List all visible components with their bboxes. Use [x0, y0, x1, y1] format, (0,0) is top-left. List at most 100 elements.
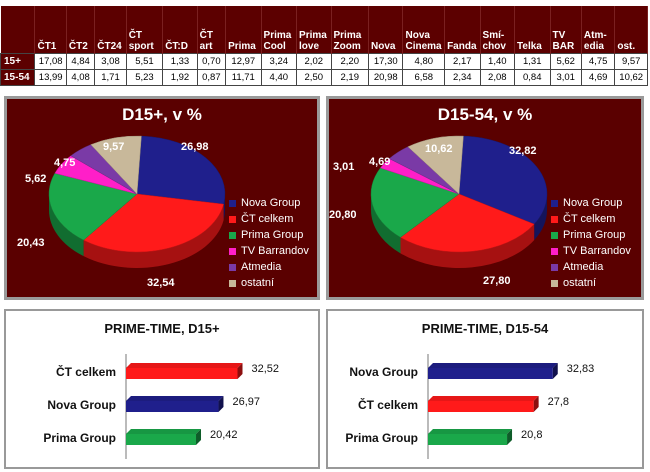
bar — [428, 434, 508, 445]
pie-slice — [90, 135, 142, 195]
legend-label: TV Barrandov — [563, 245, 631, 257]
pie-value-label: 9,57 — [103, 141, 125, 153]
column-header: ČT:D — [162, 6, 198, 53]
bar-category-label: Prima Group — [43, 431, 116, 445]
pie-slice — [458, 135, 548, 225]
legend-item: Nova Group — [551, 195, 631, 211]
pie-slice — [400, 193, 535, 253]
table-cell: 5,51 — [125, 52, 164, 70]
pie-title: D15+, v % — [122, 105, 202, 124]
pie-value-label: 20,43 — [17, 237, 45, 249]
column-header: Nova — [368, 6, 404, 53]
legend-swatch — [229, 231, 236, 239]
bar-side-face — [196, 429, 202, 445]
table-cell: 6,58 — [402, 68, 446, 86]
pie-value-label: 26,98 — [181, 141, 209, 153]
column-header: ČT sport — [126, 6, 164, 53]
bar — [428, 368, 553, 379]
pie-slice-side — [534, 194, 547, 241]
table-cell: 20,98 — [368, 68, 404, 86]
bar-category-label: Prima Group — [345, 431, 418, 445]
table-cell: 1,40 — [479, 52, 516, 70]
bar-top-face — [126, 429, 202, 434]
bar-category-label: ČT celkem — [55, 365, 116, 379]
column-header: Fanda — [444, 6, 481, 53]
table-cell: 0,87 — [196, 68, 227, 86]
legend-swatch — [229, 215, 236, 223]
table-cell: 3,08 — [94, 52, 127, 70]
pie-slice — [370, 167, 460, 238]
legend-item: Prima Group — [229, 227, 309, 243]
legend-label: ostatní — [241, 277, 275, 289]
bar-value-label: 20,8 — [521, 429, 543, 441]
table-cell: 1,92 — [162, 68, 198, 86]
bar-category-label: Nova Group — [349, 365, 418, 379]
column-header: Telka — [514, 6, 551, 53]
column-header: ČT art — [197, 6, 227, 53]
pie-slice — [407, 135, 464, 195]
table-body: 15+ 17,08 4,84 3,08 5,51 1,33 0,70 12,97 3,24 2,0… — [0, 52, 648, 86]
legend-item: ČT celkem — [229, 211, 309, 227]
pie-slice — [48, 172, 138, 241]
table-header-row: ČT1 ČT2 ČT24 ČT sport ČT:D ČT art Prima Prima C… — [0, 6, 648, 53]
legend-label: TV Barrandov — [241, 245, 309, 257]
legend-item: Nova Group — [229, 195, 309, 211]
bar-value-label: 32,83 — [566, 363, 595, 375]
column-header: ost. — [614, 6, 648, 53]
bar-top-face — [126, 396, 224, 401]
table-cell: 0,84 — [514, 68, 551, 86]
legend-label: Nova Group — [563, 197, 623, 209]
legend-label: Atmedia — [241, 261, 282, 273]
legend-swatch — [229, 263, 236, 271]
pie-value-label: 5,62 — [25, 173, 47, 185]
table-cell: 1,33 — [162, 52, 198, 70]
pie-title: D15-54, v % — [437, 105, 533, 124]
column-header: ČT2 — [66, 6, 96, 53]
table-cell: 4,75 — [580, 52, 616, 70]
table-cell: 1,71 — [94, 68, 127, 86]
bar-side-face — [237, 363, 243, 379]
legend-swatch — [229, 247, 236, 255]
bar-top-face — [428, 429, 513, 434]
legend-label: Prima Group — [241, 229, 304, 241]
table-cell: 5,62 — [549, 52, 582, 70]
legend-label: Nova Group — [241, 197, 301, 209]
bar-side-face — [552, 363, 558, 379]
legend-item: Prima Group — [551, 227, 631, 243]
column-header: TV BAR — [550, 6, 582, 53]
table-cell: 2,02 — [296, 52, 332, 70]
pie-value-label: 10,62 — [425, 143, 453, 155]
table-cell: 4,84 — [65, 52, 96, 70]
table-cell: 2,50 — [296, 68, 332, 86]
pie-slice-side — [400, 224, 535, 268]
column-header: Prima Zoom — [331, 6, 370, 53]
row-label: 15-54 — [0, 68, 36, 86]
bar-panel-d15plus: PRIME-TIME, D15+ ČT celkem 32,52 Nova Grou… — [4, 309, 320, 469]
legend-swatch — [229, 279, 236, 287]
column-header: ČT1 — [34, 6, 67, 53]
column-header: Atm- edia — [581, 6, 616, 53]
pie-value-label: 32,54 — [147, 277, 175, 289]
pie-value-label: 20,80 — [329, 209, 357, 221]
table-cell: 3,24 — [260, 52, 298, 70]
legend-swatch — [551, 263, 558, 271]
pie-value-label: 4,69 — [369, 156, 391, 168]
table-cell: 4,80 — [402, 52, 446, 70]
legend-swatch — [551, 215, 558, 223]
column-header: Prima — [225, 6, 262, 53]
bar-value-label: 26,97 — [232, 396, 260, 408]
pie-panel-d15plus: D15+, v % Nova Group ČT celkem Prima Group… — [4, 96, 320, 300]
legend-label: ČT celkem — [241, 213, 294, 225]
bar-side-face — [533, 396, 539, 412]
legend-item: TV Barrandov — [551, 243, 631, 259]
table-cell: 9,57 — [614, 52, 648, 70]
legend-item: TV Barrandov — [229, 243, 309, 259]
pie-slice-side — [371, 194, 401, 254]
legend-swatch — [551, 231, 558, 239]
bar-chart-d15plus — [125, 354, 243, 459]
table-cell: 4,40 — [260, 68, 298, 86]
pie-slice — [83, 193, 224, 253]
legend-item: Atmedia — [551, 259, 631, 275]
pie-slice — [136, 135, 226, 205]
bar — [428, 401, 534, 412]
